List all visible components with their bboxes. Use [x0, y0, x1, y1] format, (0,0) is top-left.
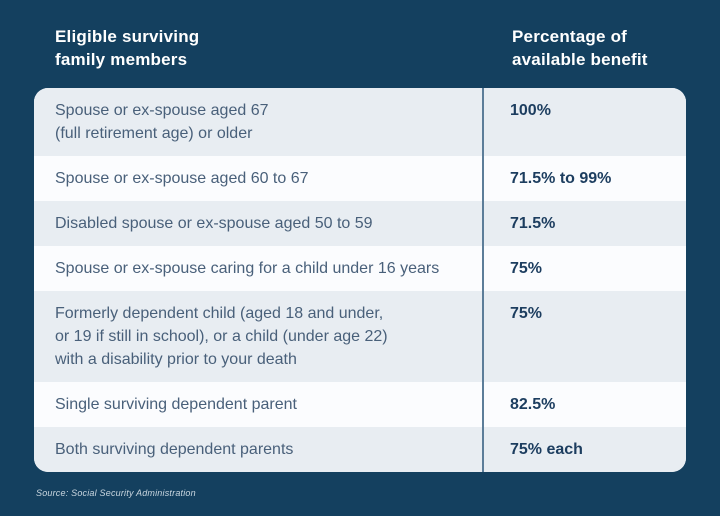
benefit-table: Spouse or ex-spouse aged 67 (full retire… — [34, 88, 686, 472]
member-cell: Formerly dependent child (aged 18 and un… — [34, 291, 484, 382]
benefit-cell: 75% — [510, 305, 543, 322]
table-header: Eligible surviving family members Percen… — [55, 25, 686, 71]
header-benefit-label: Percentage of available benefit — [512, 27, 648, 69]
table-row: Disabled spouse or ex-spouse aged 50 to … — [34, 201, 686, 246]
member-cell: Both surviving dependent parents — [34, 427, 484, 472]
table-row: Formerly dependent child (aged 18 and un… — [34, 291, 686, 382]
benefit-cell: 75% each — [510, 441, 583, 458]
source-note: Source: Social Security Administration — [36, 488, 196, 498]
table-row: Spouse or ex-spouse caring for a child u… — [34, 246, 686, 291]
table-row: Both surviving dependent parents 75% eac… — [34, 427, 686, 472]
member-cell: Disabled spouse or ex-spouse aged 50 to … — [34, 201, 484, 246]
benefit-cell: 71.5% to 99% — [510, 170, 612, 187]
member-cell: Spouse or ex-spouse aged 60 to 67 — [34, 156, 484, 201]
benefit-cell: 82.5% — [510, 396, 556, 413]
member-cell: Spouse or ex-spouse aged 67 (full retire… — [34, 88, 484, 156]
table-row: Single surviving dependent parent 82.5% — [34, 382, 686, 427]
table-row: Spouse or ex-spouse aged 60 to 67 71.5% … — [34, 156, 686, 201]
benefit-cell: 75% — [510, 260, 543, 277]
benefit-cell: 100% — [510, 102, 551, 119]
benefit-cell: 71.5% — [510, 215, 556, 232]
header-members-label: Eligible surviving family members — [55, 27, 200, 69]
table-row: Spouse or ex-spouse aged 67 (full retire… — [34, 88, 686, 156]
benefit-table-body: Spouse or ex-spouse aged 67 (full retire… — [34, 88, 686, 472]
member-cell: Single surviving dependent parent — [34, 382, 484, 427]
member-cell: Spouse or ex-spouse caring for a child u… — [34, 246, 484, 291]
